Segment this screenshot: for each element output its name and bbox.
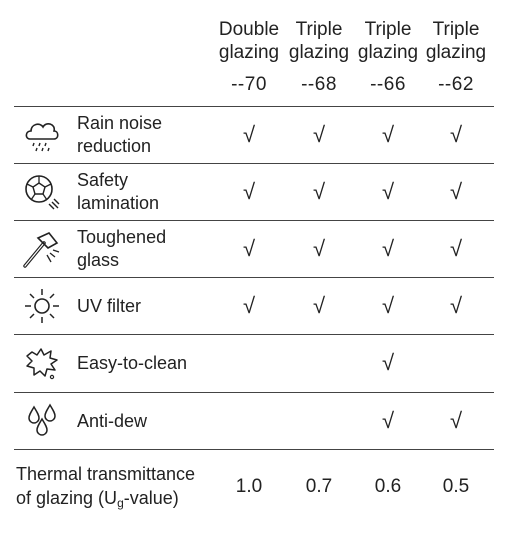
ug-value-triple-glazing-68: 0.7	[305, 476, 333, 497]
divider	[14, 220, 494, 221]
dirt-splash-icon	[26, 348, 58, 380]
check-mark: √	[242, 293, 256, 318]
feature-label-line1: Safety	[77, 170, 129, 190]
feature-row-toughened-glass: Toughened glass √ √ √ √	[14, 221, 494, 277]
column-header-code: --66	[370, 74, 406, 95]
column-header-code: --68	[301, 74, 337, 95]
check-mark: √	[381, 179, 395, 204]
feature-row-rain-noise-reduction: Rain noise reduction √ √ √ √	[14, 107, 494, 163]
feature-label-line1: Easy-to-clean	[77, 352, 188, 373]
footer-label-line1: Thermal transmittance	[16, 464, 196, 484]
thermal-transmittance-label: Thermal transmittance of glazing (Ug-val…	[16, 462, 195, 515]
check-mark: √	[242, 122, 256, 147]
divider	[14, 106, 494, 107]
check-mark: √	[312, 293, 326, 318]
column-header-line2: glazing	[357, 42, 419, 63]
feature-label-line1: Anti-dew	[77, 410, 148, 431]
check-mark: √	[381, 122, 395, 147]
check-mark: √	[449, 293, 463, 318]
feature-row-easy-to-clean: Easy-to-clean √	[14, 335, 494, 391]
check-mark: √	[242, 236, 256, 261]
hammer-icon	[23, 232, 60, 268]
feature-label-line1: UV filter	[77, 295, 142, 316]
feature-label: UV filter	[77, 278, 141, 334]
feature-label: Anti-dew	[77, 393, 147, 449]
feature-row-uv-filter: UV filter √ √ √ √	[14, 278, 494, 334]
ug-value-triple-glazing-66: 0.6	[374, 476, 402, 497]
feature-label: Easy-to-clean	[77, 335, 187, 391]
check-mark: √	[381, 408, 395, 433]
divider	[14, 277, 494, 278]
sun-icon	[25, 289, 59, 323]
divider	[14, 334, 494, 335]
feature-label: Safety lamination	[77, 164, 159, 220]
footer-label-line2-post: -value)	[123, 488, 179, 508]
feature-label-line2: lamination	[77, 193, 160, 213]
divider	[14, 392, 494, 393]
ug-value-double-glazing-70: 1.0	[235, 476, 263, 497]
feature-label-line1: Rain noise	[77, 113, 163, 133]
check-mark: √	[449, 179, 463, 204]
feature-label-line2: glass	[77, 250, 120, 270]
safety-glass-icon	[25, 175, 60, 210]
check-mark: √	[381, 350, 395, 375]
footer-label-subscript: g	[117, 496, 124, 510]
check-mark: √	[381, 236, 395, 261]
water-drops-icon	[28, 403, 56, 436]
check-mark: √	[381, 293, 395, 318]
column-header-line2: glazing	[425, 42, 487, 63]
check-mark: √	[312, 236, 326, 261]
check-mark: √	[449, 236, 463, 261]
column-header-triple-glazing-68: Triple glazing --68	[283, 18, 355, 96]
divider	[14, 163, 494, 164]
column-header-line2: glazing	[288, 42, 350, 63]
column-header-line1: Double	[218, 19, 280, 40]
check-mark: √	[312, 179, 326, 204]
column-header-double-glazing-70: Double glazing --70	[213, 18, 285, 96]
column-header-code: --62	[438, 74, 474, 95]
column-header-triple-glazing-62: Triple glazing --62	[420, 18, 492, 96]
column-header-line1: Triple	[364, 19, 412, 40]
ug-value-triple-glazing-62: 0.5	[442, 476, 470, 497]
footer-label-line2-pre: of glazing (U	[16, 488, 118, 508]
column-header-code: --70	[231, 74, 267, 95]
column-header-line2: glazing	[218, 42, 280, 63]
check-mark: √	[449, 408, 463, 433]
column-header-triple-glazing-66: Triple glazing --66	[352, 18, 424, 96]
feature-label-line1: Toughened	[77, 227, 167, 247]
feature-row-safety-lamination: Safety lamination √ √ √ √	[14, 164, 494, 220]
feature-label-line2: reduction	[77, 136, 152, 156]
feature-label: Toughened glass	[77, 221, 166, 277]
divider	[14, 449, 494, 450]
column-header-line1: Triple	[432, 19, 480, 40]
feature-row-anti-dew: Anti-dew √ √	[14, 393, 494, 449]
check-mark: √	[312, 122, 326, 147]
check-mark: √	[242, 179, 256, 204]
check-mark: √	[449, 122, 463, 147]
feature-label: Rain noise reduction	[77, 107, 162, 163]
rain-cloud-icon	[25, 122, 59, 152]
column-header-line1: Triple	[295, 19, 343, 40]
